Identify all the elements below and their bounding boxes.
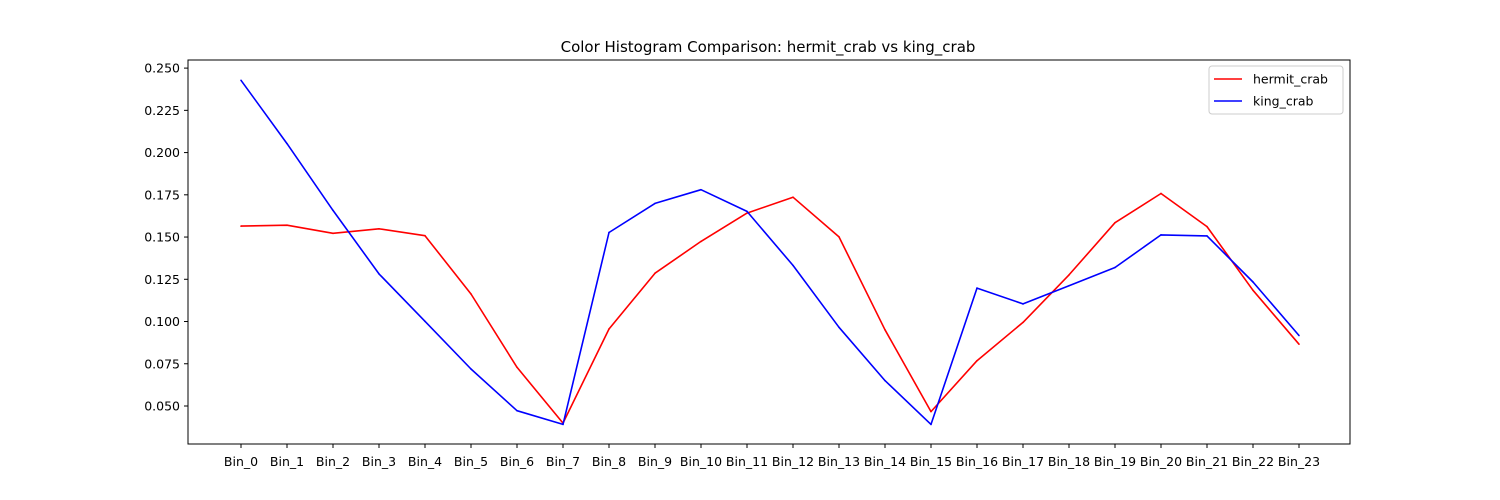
x-tick-label: Bin_10 (680, 454, 722, 469)
x-tick-label: Bin_13 (818, 454, 860, 469)
legend-label: hermit_crab (1253, 72, 1328, 87)
data-point-king_crab (608, 231, 610, 234)
x-tick-label: Bin_11 (726, 454, 768, 469)
data-point-king_crab (470, 368, 472, 370)
plot-frame (187, 59, 1351, 445)
chart-title: Color Histogram Comparison: hermit_crab … (561, 38, 976, 57)
data-point-hermit_crab (470, 293, 472, 295)
x-tick-label: Bin_8 (592, 454, 626, 469)
legend-box (1208, 65, 1344, 115)
legend: hermit_crab king_crab (1208, 65, 1344, 115)
data-point-hermit_crab (930, 410, 932, 413)
data-point-king_crab (1298, 334, 1300, 337)
data-point-king_crab (746, 210, 748, 213)
data-point-king_crab (1160, 234, 1162, 236)
data-point-hermit_crab (516, 366, 518, 369)
data-point-king_crab (838, 326, 840, 329)
data-point-king_crab (976, 287, 978, 289)
data-point-hermit_crab (654, 272, 656, 275)
x-tick-label: Bin_20 (1140, 454, 1182, 469)
data-point-hermit_crab (884, 328, 886, 331)
x-tick-label: Bin_5 (454, 454, 488, 469)
data-point-king_crab (424, 320, 426, 323)
data-point-hermit_crab (240, 225, 242, 227)
data-point-king_crab (1022, 303, 1024, 305)
data-point-hermit_crab (332, 232, 334, 235)
y-tick-label: 0.125 (144, 272, 180, 287)
y-tick-label: 0.200 (144, 145, 180, 160)
data-point-king_crab (240, 79, 242, 82)
x-tick-label: Bin_6 (500, 454, 534, 469)
x-tick-label: Bin_9 (638, 454, 672, 469)
data-point-king_crab (792, 264, 794, 267)
x-tick-label: Bin_1 (270, 454, 304, 469)
y-tick-label: 0.175 (144, 187, 180, 202)
series-line-hermit_crab (240, 192, 1300, 424)
data-point-hermit_crab (976, 359, 978, 362)
data-point-king_crab (1206, 235, 1208, 237)
data-point-king_crab (1252, 281, 1254, 283)
data-point-king_crab (1114, 266, 1116, 269)
data-point-hermit_crab (1022, 321, 1024, 324)
y-tick-label: 0.250 (144, 61, 180, 76)
y-tick-label: 0.100 (144, 314, 180, 329)
x-tick-label: Bin_22 (1232, 454, 1274, 469)
x-tick-label: Bin_12 (772, 454, 814, 469)
y-tick-label: 0.050 (144, 398, 180, 413)
data-point-hermit_crab (1114, 221, 1116, 224)
data-point-king_crab (562, 423, 564, 426)
plot-area: 0.050 0.075 0.100 0.125 0.150 0.175 0.200 0.225… (144, 59, 1351, 469)
y-tick-label: 0.225 (144, 103, 180, 118)
data-point-king_crab (332, 209, 334, 212)
data-point-king_crab (884, 379, 886, 382)
data-point-hermit_crab (1068, 274, 1070, 276)
y-tick-label: 0.150 (144, 230, 180, 245)
data-point-king_crab (930, 423, 932, 426)
x-tick-label: Bin_3 (362, 454, 396, 469)
data-point-hermit_crab (1298, 343, 1300, 345)
data-point-king_crab (700, 188, 702, 191)
data-point-hermit_crab (792, 196, 794, 198)
data-point-hermit_crab (1252, 289, 1254, 292)
x-tick-label: Bin_2 (316, 454, 350, 469)
x-tick-label: Bin_15 (910, 454, 952, 469)
data-point-king_crab (516, 409, 518, 412)
data-point-hermit_crab (286, 224, 288, 227)
data-point-hermit_crab (1160, 192, 1162, 195)
x-tick-label: Bin_18 (1048, 454, 1090, 469)
x-tick-label: Bin_17 (1002, 454, 1044, 469)
data-point-hermit_crab (424, 234, 426, 237)
x-tick-label: Bin_19 (1094, 454, 1136, 469)
data-point-hermit_crab (1206, 225, 1208, 228)
y-tick-label: 0.075 (144, 356, 180, 371)
data-point-hermit_crab (838, 236, 840, 238)
x-tick-label: Bin_23 (1278, 454, 1320, 469)
data-point-king_crab (1068, 284, 1070, 287)
data-point-king_crab (654, 202, 656, 205)
x-tick-label: Bin_21 (1186, 454, 1228, 469)
data-point-hermit_crab (378, 227, 380, 230)
x-tick-label: Bin_14 (864, 454, 906, 469)
x-tick-label: Bin_0 (224, 454, 258, 469)
x-tick-label: Bin_7 (546, 454, 580, 469)
series-line-king_crab (240, 79, 1300, 426)
x-tick-label: Bin_16 (956, 454, 998, 469)
data-point-king_crab (286, 142, 288, 145)
x-tick-label: Bin_4 (408, 454, 442, 469)
legend-label: king_crab (1253, 94, 1313, 109)
data-point-king_crab (378, 273, 380, 275)
data-point-hermit_crab (700, 240, 702, 243)
data-point-hermit_crab (608, 328, 610, 330)
